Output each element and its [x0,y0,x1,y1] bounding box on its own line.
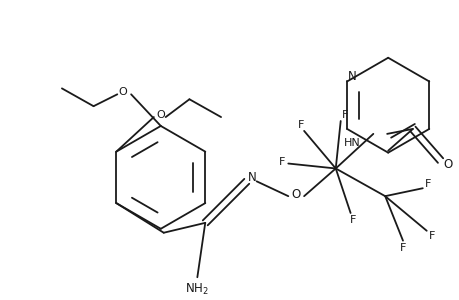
Text: F: F [427,231,434,241]
Text: F: F [341,110,347,120]
Text: F: F [297,120,304,130]
Text: F: F [424,179,430,189]
Text: O: O [443,158,452,171]
Text: O: O [291,188,300,201]
Text: F: F [279,157,285,166]
Text: O: O [156,110,165,120]
Text: F: F [349,215,355,225]
Text: F: F [399,243,405,253]
Text: NH$_2$: NH$_2$ [185,281,209,297]
Text: N: N [347,70,356,83]
Text: HN: HN [343,138,360,148]
Text: N: N [248,171,257,184]
Text: O: O [118,87,127,97]
